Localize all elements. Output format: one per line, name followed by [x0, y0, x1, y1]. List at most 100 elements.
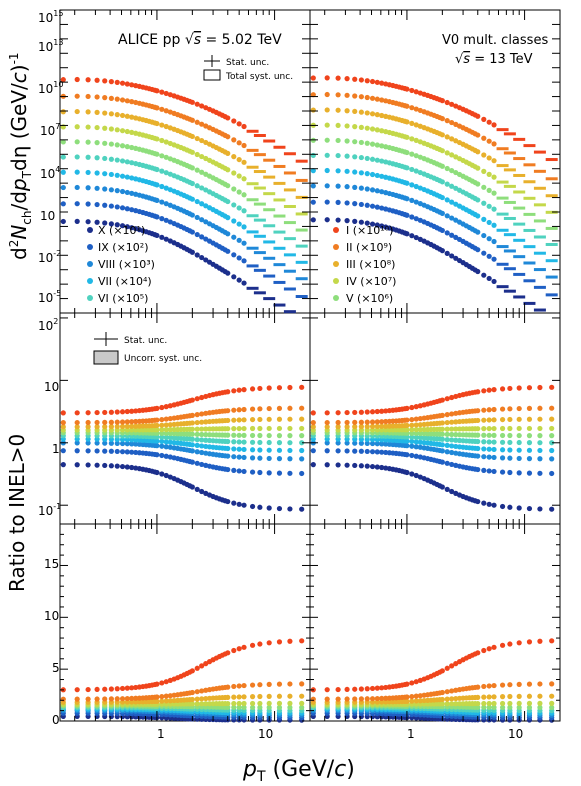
ratio-point: [344, 419, 350, 426]
ratio-point-linear: [491, 700, 497, 707]
data-point: [114, 112, 120, 118]
ratio-point: [374, 419, 380, 425]
data-point: [324, 152, 330, 158]
ratio-point: [74, 448, 80, 454]
data-point: [310, 152, 316, 159]
ratio-point: [94, 448, 100, 454]
ratio-point-linear: [225, 684, 231, 690]
ratio-point: [453, 443, 459, 450]
ratio-point: [74, 419, 80, 426]
data-point: [369, 203, 376, 209]
ratio-point-linear: [491, 644, 497, 650]
data-point: [129, 144, 135, 151]
ratio-point-linear: [159, 680, 165, 686]
ratio-point-linear: [85, 696, 91, 702]
data-point: [60, 218, 66, 225]
data-point: [358, 185, 364, 191]
data-point: [358, 219, 364, 225]
ratio-point: [189, 459, 195, 465]
ratio-point: [374, 437, 380, 443]
ratio-point-linear: [236, 700, 242, 707]
data-point: [491, 222, 497, 228]
ratio-point: [102, 462, 108, 469]
panel-frames: [59, 9, 561, 722]
data-point: [310, 92, 316, 98]
ratio-point-linear: [133, 699, 139, 705]
ratio-point: [194, 437, 200, 443]
data-point: [124, 206, 130, 212]
ratio-point: [225, 498, 231, 505]
ratio-point: [379, 427, 385, 433]
data-point: [491, 206, 497, 212]
data-point: [439, 132, 445, 138]
data-point: [236, 221, 242, 227]
ratio-point-linear: [516, 681, 522, 687]
ratio-point: [516, 425, 522, 432]
data-point: [324, 217, 330, 223]
data-point: [444, 150, 450, 156]
data-point: [231, 274, 237, 280]
data-point: [74, 124, 80, 130]
data-point: [481, 250, 487, 256]
ratio-point: [203, 443, 209, 450]
ratio-point-linear: [537, 681, 543, 687]
ratio-point: [276, 433, 283, 439]
ratio-point: [486, 387, 492, 393]
ratio-point-linear: [486, 646, 492, 652]
data-point: [481, 272, 487, 278]
ratio-point: [409, 422, 415, 428]
ratio-point-linear: [499, 642, 506, 648]
data-point: [409, 182, 415, 188]
ratio-point: [364, 463, 370, 469]
ratio-point: [199, 443, 205, 449]
data-point: [379, 128, 385, 134]
data-point: [379, 143, 385, 149]
ratio-point: [203, 419, 209, 425]
data-point: [163, 123, 169, 130]
data-point: [379, 158, 385, 164]
data-point: [102, 78, 108, 84]
ratio-point: [225, 438, 231, 445]
ratio-point-linear: [413, 698, 419, 704]
ratio-point: [114, 419, 120, 425]
ratio-point: [236, 439, 242, 445]
data-point: [154, 182, 160, 188]
ratio-point: [310, 448, 316, 454]
ratio-point-linear: [358, 686, 364, 692]
ratio-point: [74, 424, 80, 430]
data-point: [364, 186, 370, 192]
data-point: [486, 155, 492, 161]
y-tick-labels-mid: 10-1 1 10 102: [38, 317, 61, 518]
ratio-point-linear: [379, 699, 385, 705]
ratio-point-linear: [507, 682, 513, 688]
data-point: [119, 128, 126, 134]
data-point: [60, 169, 66, 175]
ratio-point: [154, 427, 160, 433]
ratio-point-linear: [352, 686, 358, 692]
ratio-point: [225, 453, 231, 459]
ratio-point: [352, 448, 358, 454]
ratio-point: [154, 452, 160, 458]
ratio-point-linear: [225, 650, 231, 656]
ratio-point: [491, 432, 497, 438]
ratio-point: [549, 425, 555, 432]
ratio-point: [199, 426, 205, 432]
ratio-point-linear: [299, 638, 305, 644]
data-point: [236, 277, 242, 283]
data-point: [85, 109, 91, 115]
data-point: [413, 183, 419, 190]
ratio-point: [231, 407, 237, 413]
data-point: [444, 165, 450, 172]
ratio-point-linear: [225, 700, 231, 707]
data-point: [413, 153, 419, 159]
data-point: [74, 108, 80, 115]
ratio-point-linear: [287, 638, 293, 644]
data-point: [108, 111, 114, 117]
ratio-point: [444, 449, 450, 455]
data-point: [189, 249, 195, 255]
data-point: [404, 149, 410, 156]
data-point: [114, 204, 120, 210]
ratio-point: [358, 463, 364, 469]
ratio-point-linear: [257, 704, 263, 711]
data-point: [486, 187, 492, 193]
